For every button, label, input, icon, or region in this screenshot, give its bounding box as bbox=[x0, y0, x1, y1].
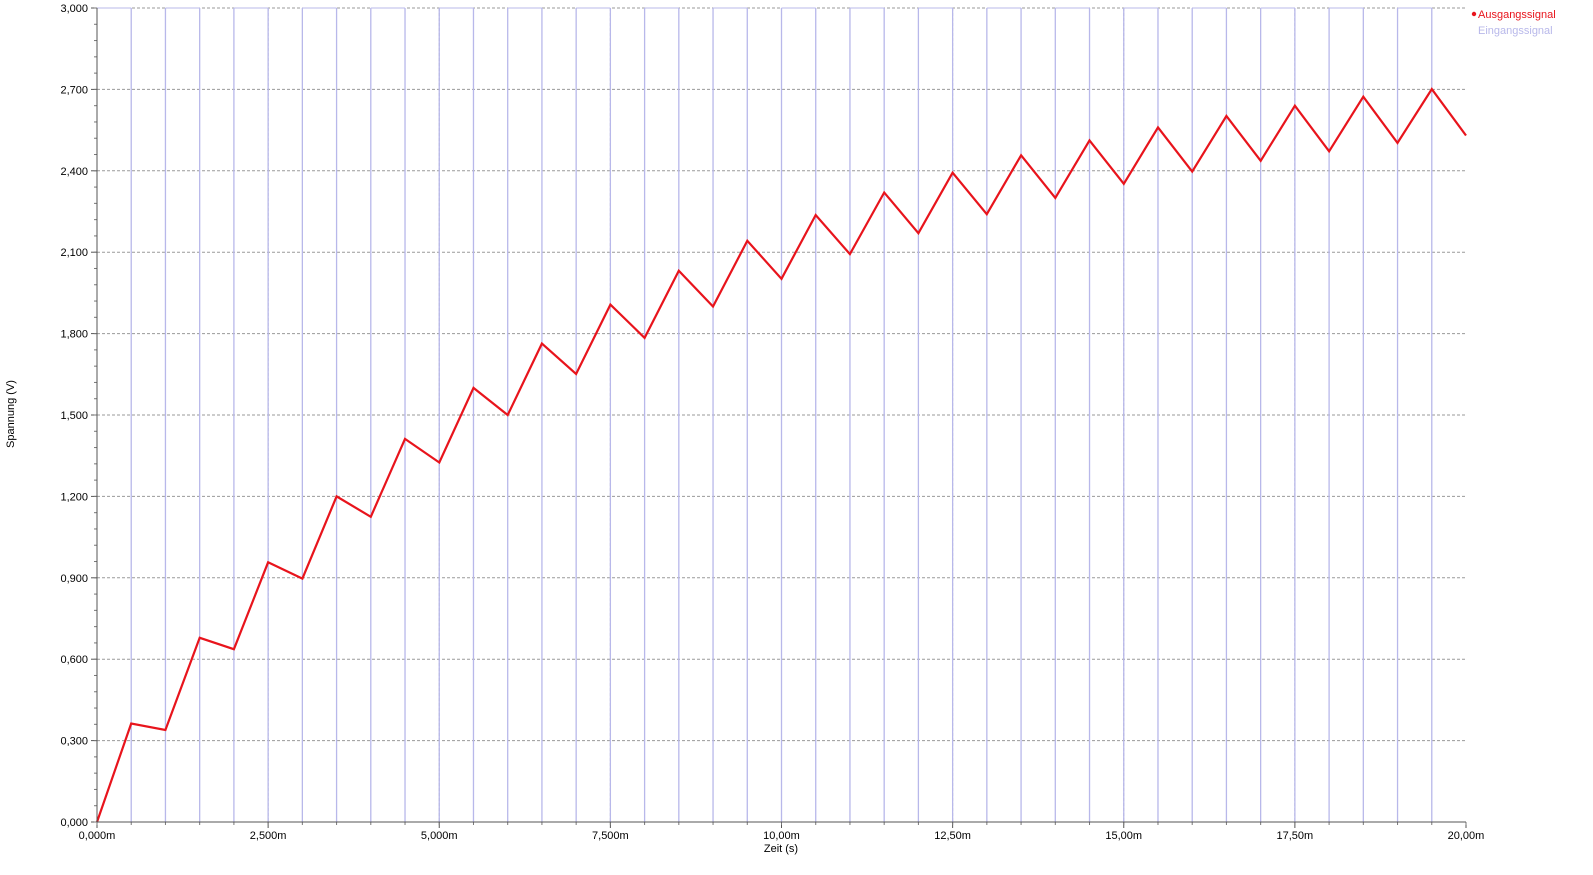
y-tick-label: 0,300 bbox=[60, 736, 88, 748]
y-tick-label: 0,900 bbox=[60, 573, 88, 585]
y-tick-label: 3,000 bbox=[60, 3, 88, 15]
y-tick-label: 2,100 bbox=[60, 247, 88, 259]
x-tick-label: 12,50m bbox=[934, 830, 971, 842]
y-tick-label: 1,200 bbox=[60, 491, 88, 503]
y-tick-label: 1,800 bbox=[60, 329, 88, 341]
y-axis-ticks: 0,000 0,300 0,600 0,900 1,200 1,500 1,800 2,100… bbox=[60, 3, 88, 829]
x-tick-label: 2,500m bbox=[250, 830, 287, 842]
y-tick-label: 2,700 bbox=[60, 84, 88, 96]
series-ausgangssignal bbox=[95, 87, 1467, 823]
series-eingangssignal bbox=[97, 7, 1466, 823]
legend-marker-ausgangssignal bbox=[1471, 11, 1477, 17]
x-tick-label: 17,50m bbox=[1277, 830, 1314, 842]
x-axis-label: Zeit (s) bbox=[764, 843, 798, 855]
x-tick-label: 10,00m bbox=[763, 830, 800, 842]
y-tick-label: 0,600 bbox=[60, 654, 88, 666]
legend: Ausgangssignal Eingangssignal bbox=[1471, 9, 1556, 37]
y-tick-label: 1,500 bbox=[60, 410, 88, 422]
legend-entry-eingangssignal: Eingangssignal bbox=[1478, 25, 1553, 37]
y-tick-label: 0,000 bbox=[60, 817, 88, 829]
axes bbox=[91, 7, 1467, 828]
x-axis-ticks: 0,000m 2,500m 5,000m 7,500m 10,00m 12,50m 15,0… bbox=[79, 830, 1485, 842]
x-tick-label: 15,00m bbox=[1105, 830, 1142, 842]
x-tick-label: 20,00m bbox=[1448, 830, 1485, 842]
x-tick-label: 7,500m bbox=[592, 830, 629, 842]
legend-entry-ausgangssignal: Ausgangssignal bbox=[1478, 9, 1556, 21]
y-tick-label: 2,400 bbox=[60, 166, 88, 178]
x-tick-label: 5,000m bbox=[421, 830, 458, 842]
y-axis-label: Spannung (V) bbox=[5, 380, 17, 448]
output-signal-line bbox=[95, 87, 1467, 823]
x-tick-label: 0,000m bbox=[79, 830, 116, 842]
